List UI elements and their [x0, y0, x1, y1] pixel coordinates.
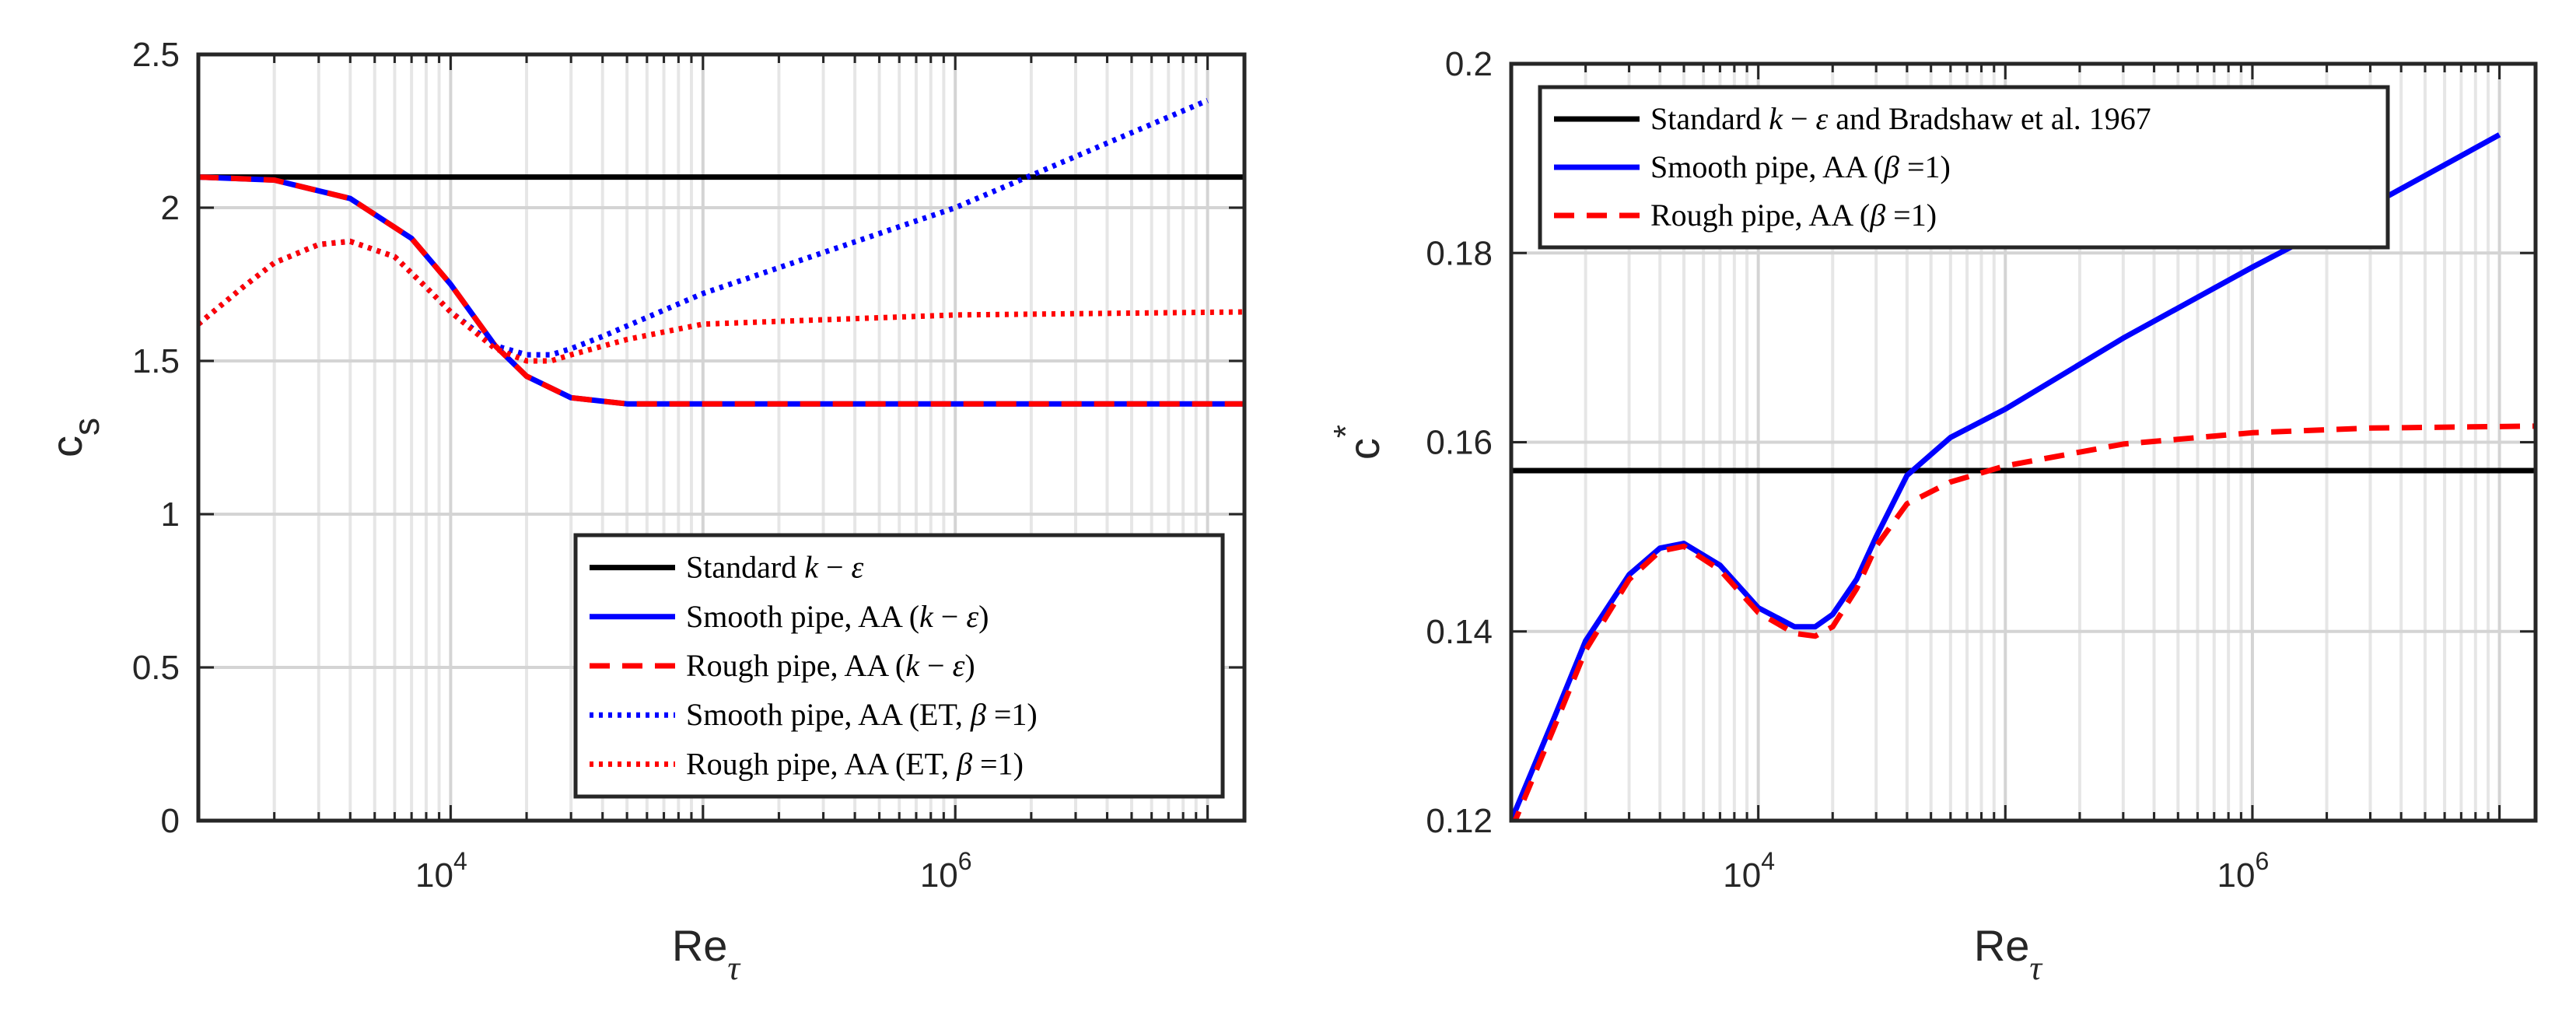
legend-label: Standard k − ε and Bradshaw et al. 1967: [1650, 101, 2151, 136]
x-tick-label: 104: [1723, 847, 1775, 895]
x-axis-label: Reτ: [672, 921, 742, 987]
legend-label: Standard k − ε: [686, 550, 864, 585]
y-axis-label: c*: [1327, 425, 1388, 460]
series-line-5: [198, 238, 1244, 364]
y-tick-label: 2: [161, 189, 180, 227]
y-tick-label: 0: [161, 802, 180, 840]
y-tick-label: 1.5: [132, 342, 180, 380]
legend-label: Smooth pipe, AA (ET, β =1): [686, 697, 1038, 732]
legend-label: Rough pipe, AA (k − ε): [686, 648, 975, 683]
y-tick-label: 1: [161, 495, 180, 534]
axes-box: [196, 52, 1247, 823]
legend-label: Rough pipe, AA (ET, β =1): [686, 746, 1024, 781]
legend: Standard k − ε and Bradshaw et al. 1967 S…: [1538, 85, 2390, 250]
legend-label: Smooth pipe, AA (k − ε): [686, 599, 989, 634]
legend-label: Rough pipe, AA (β =1): [1650, 198, 1937, 233]
y-axis-label: cs: [42, 418, 107, 457]
y-tick-label: 0.14: [1426, 613, 1493, 651]
axes-box: [1509, 61, 2538, 823]
y-tick-label: 0.16: [1426, 424, 1493, 462]
legend: Standard k − ε Smooth pipe, AA (k − ε) Rou…: [573, 533, 1225, 799]
x-tick-label: 106: [2217, 847, 2270, 895]
x-tick-label: 106: [920, 847, 972, 895]
legend-label: Smooth pipe, AA (β =1): [1650, 149, 1951, 184]
y-tick-label: 0.18: [1426, 234, 1493, 272]
y-tick-label: 0.5: [132, 649, 180, 687]
y-tick-label: 0.2: [1445, 45, 1493, 83]
series-line-2: [1511, 132, 2501, 821]
x-axis-label: Reτ: [1974, 921, 2044, 987]
x-tick-label: 104: [415, 847, 467, 895]
chart-panel-1: 0 0.5 1 1.5 2 2.5 104 106 Reτ cs Standard k − ε Smo…: [42, 36, 1247, 987]
chart-panel-2: 0.12 0.14 0.16 0.18 0.2 104 106 Reτ c* Standard k…: [1327, 45, 2538, 987]
y-tick-label: 0.12: [1426, 802, 1493, 840]
y-tick-label: 2.5: [132, 36, 180, 74]
series-line-3: [198, 174, 1244, 407]
